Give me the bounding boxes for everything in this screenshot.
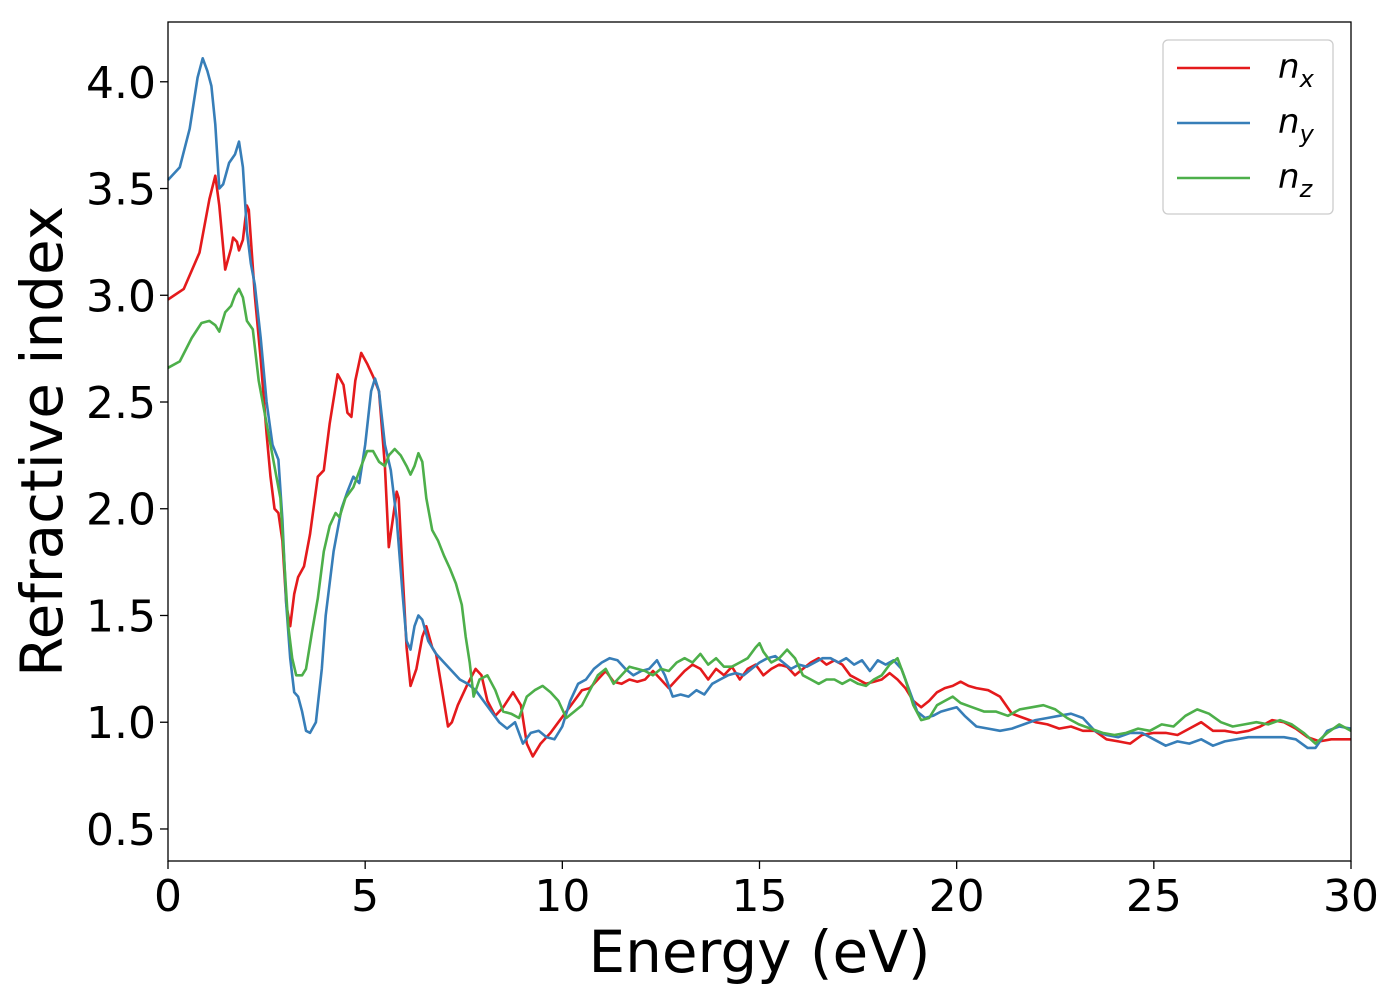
y-tick-label: 0.5 bbox=[86, 805, 156, 856]
y-tick-label: 1.5 bbox=[86, 591, 156, 642]
x-axis-title: Energy (eV) bbox=[588, 918, 930, 986]
series-line-n-z bbox=[167, 287, 1352, 745]
x-tick-label: 25 bbox=[1126, 871, 1182, 922]
series-line-n-y bbox=[167, 57, 1352, 750]
legend-label-subscript: z bbox=[1299, 175, 1314, 203]
legend-label-base: n bbox=[1278, 157, 1300, 197]
series-layer bbox=[167, 57, 1352, 758]
y-tick-label: 2.0 bbox=[86, 485, 156, 536]
y-tick-label: 2.5 bbox=[86, 378, 156, 429]
axes-layer: 0 5 10 15 20 25 30 0.5 1.0 1.5 2.0 2.5 3.0 3.5 4.0 bbox=[86, 58, 1379, 922]
y-tick-label: 1.0 bbox=[86, 698, 156, 749]
legend-label-n-x: nx bbox=[1278, 47, 1315, 93]
y-tick-label: 4.0 bbox=[86, 58, 156, 109]
legend-label-n-z: nz bbox=[1278, 157, 1314, 203]
legend-label-subscript: x bbox=[1299, 65, 1315, 93]
legend-box bbox=[1162, 39, 1334, 215]
x-tick-label: 15 bbox=[732, 871, 788, 922]
x-tick-label: 10 bbox=[534, 871, 590, 922]
y-tick-label: 3.5 bbox=[86, 165, 156, 216]
y-axis-title: Refractive index bbox=[8, 206, 76, 677]
x-tick-label: 20 bbox=[929, 871, 985, 922]
x-tick-label: 5 bbox=[351, 871, 379, 922]
x-tick-label: 30 bbox=[1323, 871, 1379, 922]
series-line-n-x bbox=[167, 174, 1351, 758]
legend-label-base: n bbox=[1278, 102, 1300, 142]
legend-label-base: n bbox=[1278, 47, 1300, 87]
legend-label-n-y: ny bbox=[1278, 102, 1315, 148]
y-tick-label: 3.0 bbox=[86, 271, 156, 322]
x-tick-label: 0 bbox=[154, 871, 182, 922]
legend-label-subscript: y bbox=[1299, 120, 1315, 148]
